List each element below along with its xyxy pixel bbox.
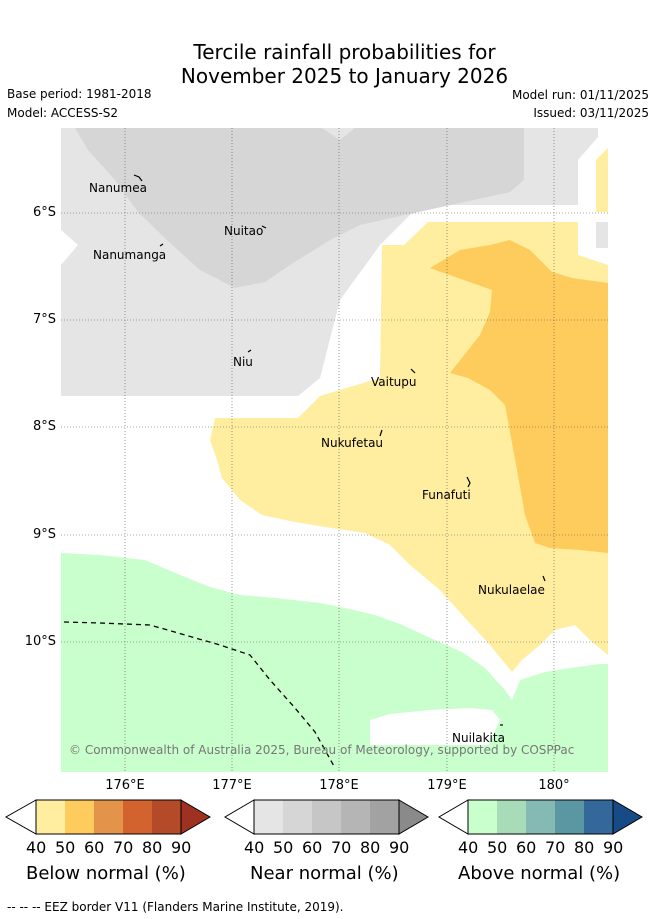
place-label-vaitupu: Vaitupu [371,375,417,389]
colorbar-tick: 70 [331,838,352,857]
colorbar-near-outline [253,799,400,835]
colorbar-title-below: Below normal (%) [26,863,186,884]
colorbar-below-upper-arrow [180,799,211,835]
island-icon [247,349,252,353]
colorbar-below-lower-arrow [4,799,37,835]
place-label-nuilakita: Nuilakita [452,731,505,745]
lat-label: 6°S [32,205,56,220]
model-label: Model: ACCESS-S2 [7,106,119,120]
island-marks [133,174,546,726]
colorbar-near-normal [224,799,429,835]
colorbar-above-normal [438,799,643,835]
title-line-2: November 2025 to January 2026 [180,64,509,88]
colorbar-tick: 60 [84,838,105,857]
lat-label: 9°S [32,527,56,542]
near-normal-40-region-east [596,222,608,248]
issued-label: Issued: 03/11/2025 [533,106,649,120]
lat-label: 7°S [32,312,56,327]
base-period-label: Base period: 1981-2018 [7,87,152,101]
place-label-funafuti: Funafuti [422,488,471,502]
colorbar-title-above: Above normal (%) [458,863,621,884]
colorbar-tick: 60 [302,838,323,857]
colorbar-tick: 80 [574,838,595,857]
island-icon [410,368,416,374]
copyright-notice: © Commonwealth of Australia 2025, Bureau… [69,743,575,757]
island-icon [379,429,383,437]
colorbar-tick: 50 [273,838,294,857]
colorbar-above-swatch-40 [468,800,497,834]
lon-label: 178°E [319,778,359,793]
model-run-label: Model run: 01/11/2025 [511,88,649,102]
below-normal-40-region-north [596,148,608,212]
map-gridlines [61,128,608,772]
colorbar-above-swatch-60 [526,800,555,834]
place-label-nanumea: Nanumea [89,181,147,195]
colorbar-below-swatch-40 [36,800,65,834]
island-icon [466,476,471,488]
colorbar-tick: 80 [142,838,163,857]
colorbar-near-swatch-50 [283,800,312,834]
colorbar-tick: 80 [360,838,381,857]
colorbar-tick: 70 [113,838,134,857]
lon-label: 179°E [427,778,467,793]
island-icon [542,575,546,582]
place-label-nanumanga: Nanumanga [93,248,167,262]
colorbar-above-lower-arrow [438,799,469,835]
place-label-nukulaelae: Nukulaelae [478,583,545,597]
lat-label: 8°S [32,419,56,434]
lon-label: 180° [538,778,570,793]
map-gap-region [370,708,500,745]
colorbar-below-swatch-60 [94,800,123,834]
place-label-nukufetau: Nukufetau [321,436,384,450]
colorbar-below-normal [4,799,211,835]
colorbar-tick: 70 [545,838,566,857]
colorbar-above-outline [467,799,614,835]
colorbar-tick: 90 [389,838,410,857]
colorbar-tick: 60 [516,838,537,857]
colorbar-near-swatch-40 [254,800,283,834]
eez-border-line [63,621,336,769]
colorbar-tick: 50 [55,838,76,857]
colorbar-above-swatch-50 [497,800,526,834]
colorbar-near-upper-arrow [398,799,429,835]
island-icon [261,225,267,229]
colorbar-tick: 40 [244,838,265,857]
colorbar-tick: 90 [171,838,192,857]
colorbar-near-lower-arrow [224,799,255,835]
eez-footnote: -- -- -- EEZ border V11 (Flanders Marine… [7,900,344,914]
colorbar-near-swatch-60 [312,800,341,834]
lon-label: 177°E [212,778,252,793]
colorbar-below-swatch-80 [152,800,181,834]
colorbar-title-near: Near normal (%) [250,863,399,884]
colorbar-near-swatch-70 [341,800,370,834]
below-normal-50-region [430,240,608,553]
colorbar-tick: 40 [458,838,479,857]
place-label-nuitao: Nuitao [224,224,264,238]
colorbar-below-swatch-50 [65,800,94,834]
colorbar-tick: 90 [603,838,624,857]
island-icon [133,174,143,182]
lat-label: 10°S [24,634,56,649]
colorbar-below-swatch-70 [123,800,152,834]
near-normal-50-region [75,128,524,288]
title-line-1: Tercile rainfall probabilities for [193,40,496,64]
colorbar-tick: 50 [487,838,508,857]
colorbar-tick: 40 [26,838,47,857]
map-title: Tercile rainfall probabilities for Novem… [0,40,655,88]
lon-label: 176°E [105,778,145,793]
colorbar-above-upper-arrow [612,799,643,835]
island-icon [159,243,164,247]
colorbar-near-swatch-80 [370,800,399,834]
place-label-niu: Niu [233,355,253,369]
colorbar-above-swatch-80 [584,800,613,834]
colorbar-below-outline [35,799,182,835]
colorbar-above-swatch-70 [555,800,584,834]
